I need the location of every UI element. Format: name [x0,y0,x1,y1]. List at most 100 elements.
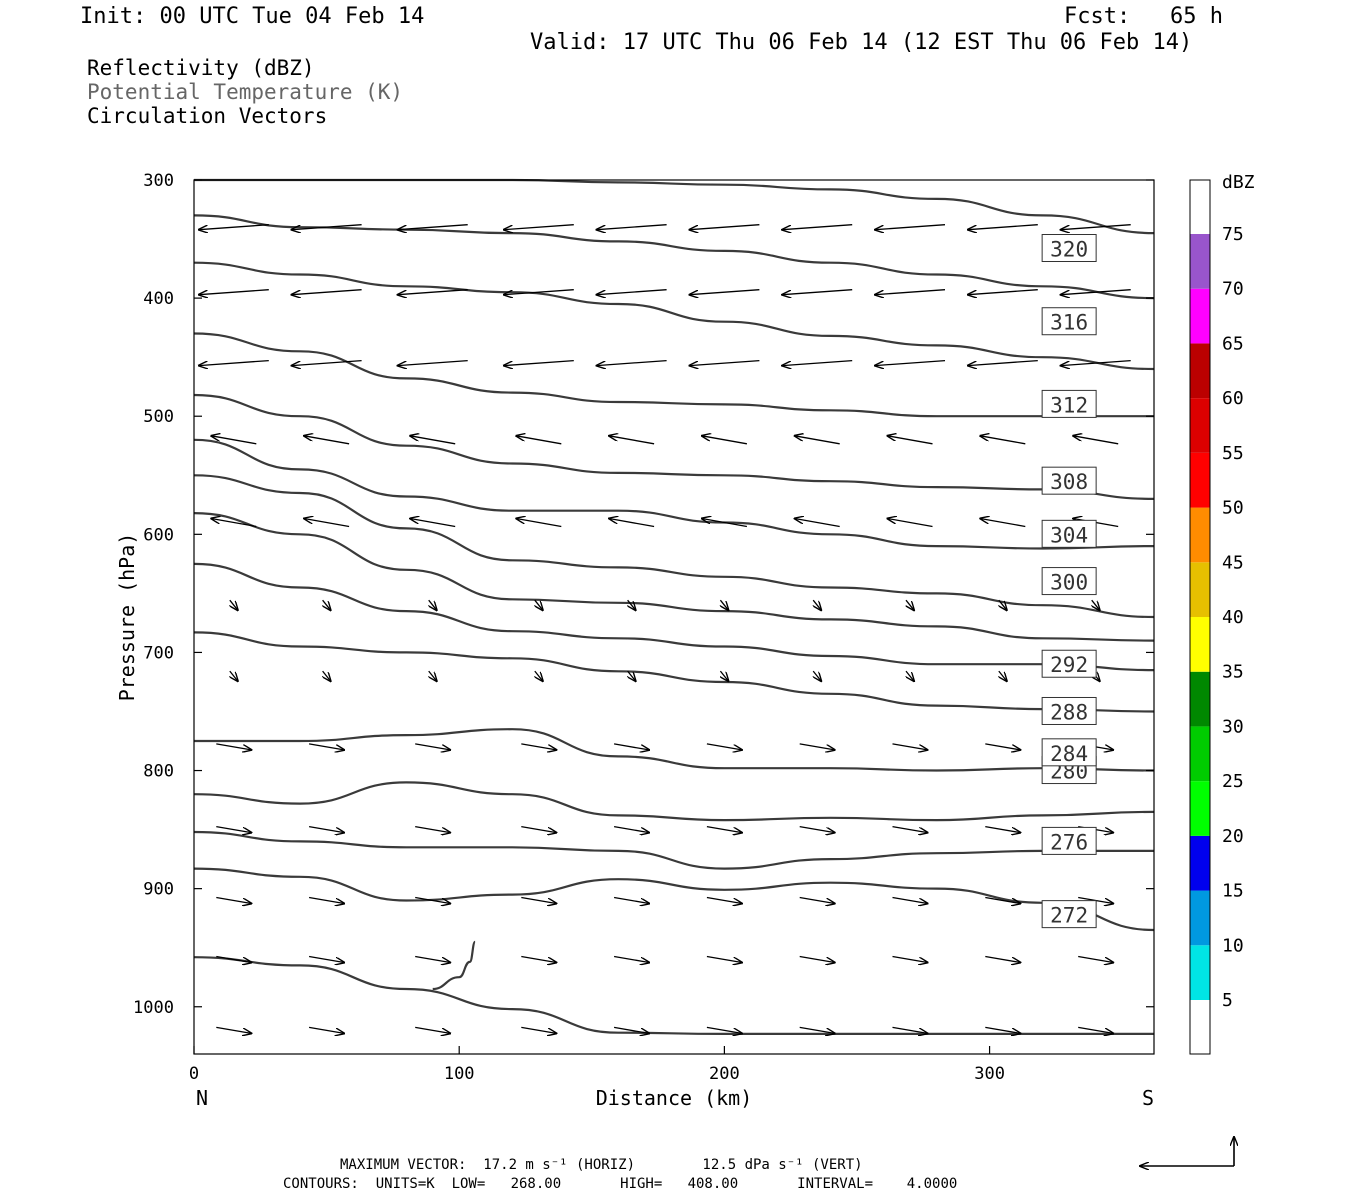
circulation-vector [985,896,1020,904]
contour-label-312: 312 [1050,393,1088,417]
circulation-vector [216,825,251,833]
circulation-vector [516,519,562,528]
colorbar-level-label: 55 [1222,443,1244,464]
colorbar-level-label: 75 [1222,224,1244,245]
circulation-vector [799,825,835,833]
reference-vector [1140,1137,1234,1166]
y-tick-label: 800 [143,762,174,782]
legend-reflectivity: Reflectivity (dBZ) [87,56,315,80]
circulation-vector [1078,955,1113,963]
contour-label-292: 292 [1050,653,1088,677]
circulation-vector [216,955,251,963]
circulation-vector [216,743,251,750]
x-tick-label: 300 [974,1064,1005,1084]
circulation-vector [980,519,1026,528]
circulation-vector [398,359,468,366]
circulation-vector [323,670,331,681]
circulation-vector [892,955,928,963]
theta-contour-304 [193,438,1155,550]
circulation-vector [888,436,933,445]
colorbar-segment [1190,945,1210,1000]
contour-label-284: 284 [1050,742,1088,766]
contour-label-276: 276 [1050,830,1088,854]
circulation-vector [706,825,742,833]
x-end-label: S [1142,1086,1154,1110]
circulation-vector [706,743,742,750]
contour-label-304: 304 [1050,523,1088,547]
colorbar-level-label: 70 [1222,279,1244,300]
circulation-vector [702,436,748,445]
colorbar-segment [1190,398,1210,453]
colorbar-segment [1190,835,1210,891]
colorbar-segment [1190,1000,1210,1054]
colorbar-segment [1190,617,1210,672]
circulation-vector [429,599,437,610]
circulation-vector [689,289,760,295]
circulation-vector [410,436,456,445]
circulation-vector [720,670,728,681]
circulation-vector [906,599,914,610]
colorbar-segment [1190,726,1210,782]
colorbar-level-label: 15 [1222,881,1244,902]
circulation-vector [398,224,468,230]
colorbar-segment [1190,781,1210,836]
circulation-vector [230,599,238,610]
circulation-vector [1061,224,1131,230]
circulation-vector [799,1026,835,1033]
circulation-vector [613,743,649,750]
colorbar: 5 10 15 20 25 30 35 40 45 50 55 60 65 70 75 [1189,179,1244,1055]
circulation-vector [782,289,853,295]
footer-contours: CONTOURS: UNITS=K LOW= 268.00 HIGH= 408.… [283,1176,958,1192]
circulation-vector [892,743,928,750]
contour-label-box-300 [1041,567,1097,596]
circulation-vector [304,519,350,528]
circulation-vector [689,359,760,366]
legend-circulation-vectors: Circulation Vectors [87,104,328,128]
x-axis-label: Distance (km) [596,1086,753,1110]
circulation-vector [906,670,914,681]
circulation-vector [985,1026,1020,1033]
colorbar-frame [1189,179,1211,1055]
legend-potential-temperature: Potential Temperature (K) [87,80,404,104]
circulation-vector [410,519,456,528]
circulation-vector [516,436,562,445]
circulation-vector [504,359,574,366]
circulation-vector [628,599,636,610]
plot-frame [193,179,1155,1055]
circulation-vector [706,955,742,963]
colorbar-segment [1190,343,1210,399]
x-tick-label: 0 [189,1064,199,1084]
circulation-vector [415,743,450,750]
circulation-vector [813,670,821,681]
colorbar-segment [1190,890,1210,946]
x-tick-label: 200 [709,1064,740,1084]
circulation-vector [813,599,821,610]
colorbar-level-label: 10 [1222,935,1244,956]
circulation-vector [415,955,450,963]
theta-contour-288 [193,631,1155,713]
circulation-vector [892,896,928,904]
contour-label-288: 288 [1050,700,1088,724]
colorbar-segment [1190,562,1210,617]
contour-label-box-304 [1041,519,1097,548]
theta-contour-268 [193,956,1154,1036]
circulation-vector [211,519,257,528]
circulation-vector [521,896,556,904]
circulation-vector [535,670,543,681]
circulation-vector [795,519,840,528]
circulation-vector [799,896,835,904]
circulation-vector [706,896,742,904]
circulation-vector [292,224,362,230]
colorbar-title: dBZ [1222,172,1255,193]
y-tick-label: 700 [143,643,174,663]
circulation-vector [597,359,667,366]
circulation-vector [323,599,331,610]
contour-label-box-292 [1041,649,1097,678]
colorbar-segment [1190,452,1210,508]
colorbar-level-label: 30 [1222,716,1244,737]
circulation-vector [521,825,556,833]
circulation-vector [985,955,1020,963]
circulation-vector [1061,359,1131,366]
theta-contour-324 [194,178,1155,235]
circulation-vector [609,436,655,445]
